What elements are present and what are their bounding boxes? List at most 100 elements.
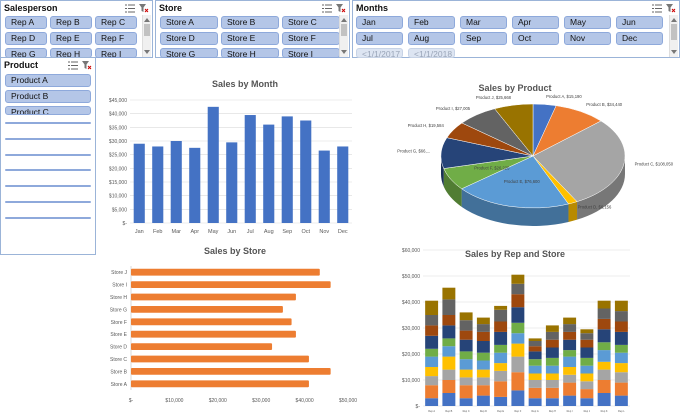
slicer-item[interactable]: Product D [5,121,91,124]
x-tick-label: Jun [227,229,236,235]
slicer-item[interactable]: Product C [5,105,91,115]
slicer-item[interactable]: Store H [221,48,279,58]
bar [207,106,219,223]
bar [263,124,275,223]
bar [170,141,182,223]
x-tick-label: Rep K [601,410,608,413]
sales-by-store-chart: $- $10,000 $20,000 $30,000 $40,000 $50,000 Sto… [110,266,357,404]
stacked-segment [442,287,456,300]
stacked-segment [494,344,508,353]
slicer-item[interactable]: Dec [616,32,663,45]
slicer-item[interactable]: Rep A [5,16,47,29]
bar [131,318,292,326]
pie-slice-side [443,168,462,207]
multi-select-icon[interactable] [322,4,332,13]
clear-filter-icon[interactable] [666,3,676,13]
slicer-item[interactable]: Mar [460,16,507,29]
y-tick-label: Store A [111,382,128,388]
multi-select-icon[interactable] [652,4,662,13]
slicer-item[interactable]: Store D [160,32,218,45]
slicer-scrollbar[interactable] [142,15,151,57]
slicer-item[interactable]: Store F [282,32,340,45]
stacked-segment [580,381,594,390]
stacked-segment [442,325,456,339]
slicer-item[interactable]: Store B [221,16,279,29]
stacked-segment [494,370,508,382]
stacked-segment [580,365,594,374]
stacked-segment [425,376,439,386]
slicer-item[interactable]: Rep C [95,16,137,29]
slicer-item[interactable]: Oct [512,32,559,45]
slicer-item[interactable]: Sep [460,32,507,45]
slicer-item[interactable]: Store A [160,16,218,29]
y-tick-label: Store C [110,357,127,363]
slicer-item[interactable]: Rep F [95,32,137,45]
clear-filter-icon[interactable] [82,60,92,70]
y-tick-label: $20,000 [109,166,127,172]
slicer-item[interactable]: Product A [5,74,91,87]
pie-slice-side [461,188,569,226]
pie-slice-side [441,156,444,187]
stacked-segment [511,274,525,284]
clear-filter-icon[interactable] [336,3,346,13]
stacked-segment [511,294,525,308]
y-tick-label: $30,000 [402,326,420,332]
slicer-item[interactable]: Product H [5,185,91,188]
slicer-item[interactable]: May [564,16,611,29]
stacked-segment [425,325,439,336]
stacked-segment [597,369,611,380]
stacked-segment [614,311,628,322]
slicer-item[interactable]: Jan [356,16,403,29]
x-tick-label: $10,000 [165,398,183,404]
slicer-item[interactable]: <1/1/2017 [356,48,403,58]
stacked-segment [528,387,542,399]
stacked-segment [545,398,559,406]
slicer-item[interactable]: Apr [512,16,559,29]
slicer-item[interactable]: Nov [564,32,611,45]
slicer-item[interactable]: Jun [616,16,663,29]
stacked-segment [511,390,525,406]
slicer-item[interactable]: Store C [282,16,340,29]
y-tick-label: $25,000 [109,153,127,159]
slicer-scrollbar[interactable] [339,15,348,57]
slicer-item[interactable]: Product B [5,89,91,103]
slicer-item[interactable]: Feb [408,16,455,29]
slicer-item[interactable]: Store G [160,48,218,58]
slicer-item[interactable]: Rep E [50,32,92,45]
stacked-segment [597,361,611,370]
slicer-item[interactable]: Product G [5,169,91,172]
bar [131,305,283,313]
stacked-segment [511,343,525,357]
pie-data-label: Product F, $26,225 [474,166,510,171]
x-tick-label: Aug [264,229,274,235]
stacked-segment [580,347,594,358]
stacked-segment [476,377,490,386]
pie-data-label: Product I, $27,005 [436,106,471,111]
slicer-item[interactable]: Aug [408,32,455,45]
slicer-item[interactable]: Rep I [95,48,137,58]
slicer-item[interactable]: Product I [5,201,91,204]
slicer-item[interactable]: Rep B [50,16,92,29]
slicer-item[interactable]: Product E [5,137,91,140]
slicer-title: Product [4,60,39,70]
slicer-item[interactable]: Store E [221,32,279,45]
stacked-segment [614,321,628,332]
stacked-segment [528,359,542,366]
slicer-scrollbar[interactable] [669,15,678,57]
stacked-segment [459,359,473,370]
slicer-item[interactable]: Store I [282,48,340,58]
slicer-item[interactable]: Product F [5,153,91,156]
slicer-item[interactable]: <1/1/2018 [408,48,455,58]
slicer-item[interactable]: Rep D [5,32,47,45]
multi-select-icon[interactable] [68,61,78,70]
stacked-segment [511,356,525,373]
multi-select-icon[interactable] [125,4,135,13]
clear-filter-icon[interactable] [139,3,149,13]
slicer-item[interactable]: Product J [5,217,91,220]
slicer-item[interactable]: Jul [356,32,403,45]
stacked-segment [459,398,473,406]
stacked-segment [442,380,456,393]
x-tick-label: Oct [301,229,310,235]
months-slicer: Months Jan Feb Mar Apr May Jun Jul Aug Sep Oct Nov… [352,0,680,58]
stacked-segment [580,339,594,348]
